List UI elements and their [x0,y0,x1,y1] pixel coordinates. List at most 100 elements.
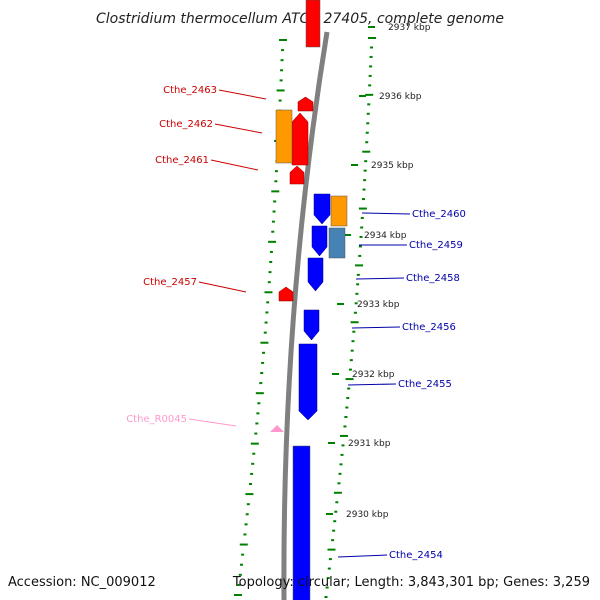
gc-tick [254,432,258,435]
gc-tick [359,235,363,238]
gc-tick [348,368,352,371]
gene-label: Cthe_2462 [159,119,213,130]
gc-tick [350,321,359,324]
axis-tick-label: 2936 kbp [379,92,422,102]
gc-tick [365,141,369,144]
gc-tick [245,513,249,516]
forward-cds-feature [289,165,305,185]
gc-tick [249,483,253,485]
leader-line [210,159,259,171]
forward-cds-feature [297,96,314,112]
gc-tick [241,553,245,556]
gc-tick [250,472,254,475]
gc-tick [276,89,285,92]
forward-cds-feature [305,0,321,48]
reverse-cds-feature [298,343,318,421]
gc-tick [356,273,360,276]
gene-label: Cthe_2460 [412,209,466,220]
gc-tick [363,169,367,172]
gene-label: Cthe_2463 [163,85,217,96]
gc-tick [280,59,284,62]
steel-feature [328,227,346,259]
gc-tick [366,122,370,125]
gc-tick [274,180,278,183]
gc-tick [328,558,332,561]
gc-tick [358,254,362,257]
leader-line [355,277,405,280]
gene-label: Cthe_2455 [398,379,452,390]
summary-text: Topology: circular; Length: 3,843,301 bp… [232,575,590,590]
feature-track [270,0,348,600]
gc-tick [351,340,355,343]
gc-tick [345,406,349,409]
gc-tick [327,567,331,570]
gc-tick [269,250,273,253]
gc-tick [337,482,341,485]
axis-tick-mark [359,95,366,97]
gene-label: Cthe_2461 [155,155,209,166]
axis-tick-label: 2934 kbp [364,231,407,241]
map-title: Clostridium thermocellum ATCC 27405, com… [96,11,504,27]
leader-line [214,123,263,134]
axis-tick-mark [326,513,333,515]
gc-tick [326,577,330,580]
gc-tick [327,548,336,551]
gene-label: Cthe_2454 [389,550,443,561]
gc-tick [332,529,336,532]
gc-tick [368,84,372,87]
gc-tick [352,330,356,333]
gc-tick [271,190,280,193]
gc-tick [367,103,371,106]
gc-tick [362,150,371,153]
gene-labels: Cthe_2463 Cthe_2462 Cthe_2461 Cthe_2457 Cthe… [126,85,466,561]
gc-tick [269,261,273,263]
gc-tick [246,503,250,506]
axis-tick-mark [328,442,335,444]
gc-tick [358,245,362,248]
axis-tick-label: 2937 kbp [388,23,431,33]
reverse-cds-feature [307,257,324,292]
gc-tick [250,442,259,445]
gc-tick [243,533,247,536]
gc-tick [341,444,345,447]
axis-tick-mark [344,234,351,236]
gc-tick [360,217,364,220]
gc-tick [259,382,263,385]
genome-backbone [281,31,330,600]
gc-tick [260,372,264,374]
axis-ticks: 2937 kbp 2936 kbp 2935 kbp 2934 kbp 2933 kbp… [326,23,431,520]
gc-tick [239,543,248,546]
gc-tick [252,452,256,455]
leader-line [351,326,401,329]
gc-tick [279,39,287,41]
label-leader-lines [188,89,411,558]
gc-tick [274,170,278,173]
gc-tick [238,573,242,576]
gene-label: Cthe_R0045 [126,414,187,425]
orange-feature [330,195,348,227]
gc-tick [280,69,284,72]
gc-tick [353,311,357,314]
gc-tick [262,351,266,354]
gc-tick [234,594,242,596]
gc-tick [365,131,369,134]
axis-tick-label: 2931 kbp [348,439,391,449]
gc-tick [346,397,350,400]
reverse-cds-feature [303,309,320,341]
gc-content-ticks [234,37,376,598]
gc-tick [366,112,370,115]
gc-tick [343,425,347,428]
gc-tick [265,311,269,314]
gc-tick [364,160,368,163]
reverse-cds-feature [313,193,331,225]
axis-tick-mark [337,303,344,305]
gc-tick [272,210,276,213]
gc-tick [257,402,261,405]
gc-tick [279,79,283,82]
accession-text: Accession: NC_009012 [8,575,156,590]
gc-tick [340,453,344,456]
gc-tick [354,302,358,305]
gc-tick [344,415,348,418]
gc-tick [255,422,259,425]
